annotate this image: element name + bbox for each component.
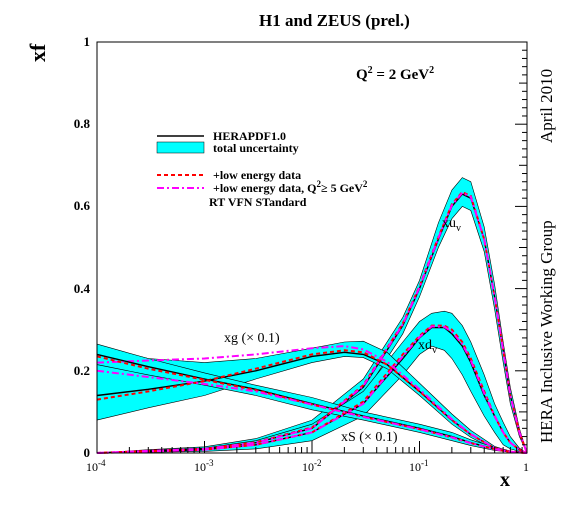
curve-label-xg: xg (× 0.1) [224, 331, 280, 346]
legend-scheme-label: RT VFN STandard [209, 195, 307, 209]
legend: HERAPDF1.0 total uncertainty +low energy… [156, 129, 368, 209]
x-tick-label: 1 [523, 460, 529, 474]
y-tick-labels: 0 0.2 0.4 0.6 0.8 1 [74, 34, 91, 460]
band-xu_v [96, 177, 528, 454]
curve-label-xS: xS (× 0.1) [341, 430, 398, 445]
x-tick-label: 10-1 [409, 458, 429, 474]
lowE-line-xu_v [96, 190, 528, 454]
legend-band-label: total uncertainty [213, 141, 299, 155]
y-tick-label: 0.2 [74, 363, 90, 378]
legend-band-swatch [156, 141, 205, 154]
lowE-line-xg [96, 349, 528, 454]
y-tick-label: 0 [84, 445, 91, 460]
pdf-curves [96, 190, 528, 454]
y-axis-label: xf [25, 43, 50, 62]
x-axis-label: x [500, 469, 510, 491]
y-tick-label: 0.8 [74, 116, 91, 131]
lowEQ-line-xS [96, 369, 528, 454]
axis-ticks [96, 41, 527, 454]
x-tick-label: 10-4 [86, 458, 106, 474]
curve-label-xuv: xuv [442, 216, 461, 234]
y-tick-label: 0.6 [74, 198, 91, 213]
legend-central-label: HERAPDF1.0 [213, 129, 286, 143]
central-line-xu_v [96, 193, 528, 454]
x-tick-labels: 10-4 10-3 10-2 10-1 1 [86, 458, 529, 474]
uncertainty-bands [96, 177, 528, 454]
lowEQ-line-xu_v [96, 191, 528, 454]
y-tick-label: 1 [84, 34, 91, 49]
scale-label: Q2 = 2 GeV2 [356, 65, 434, 83]
x-tick-label: 10-3 [194, 458, 214, 474]
side-label-date: April 2010 [537, 69, 556, 143]
chart-title: H1 and ZEUS (prel.) [259, 11, 410, 30]
x-tick-label: 10-2 [302, 458, 322, 474]
curve-label-xdv: xdv [418, 338, 437, 356]
curve-labels: xuv xdv xg (× 0.1) xS (× 0.1) [224, 216, 461, 445]
y-tick-label: 0.4 [74, 281, 91, 296]
lowEQ-line-xg [96, 345, 528, 454]
lowEQ-line-xd_v [96, 325, 528, 454]
side-label-group: HERA Inclusive Working Group [537, 220, 556, 443]
legend-lowE-label: +low energy data [213, 168, 301, 182]
legend-lowEQ-label: +low energy data, Q2≥ 5 GeV2 [213, 179, 368, 195]
lowE-line-xS [96, 355, 528, 454]
